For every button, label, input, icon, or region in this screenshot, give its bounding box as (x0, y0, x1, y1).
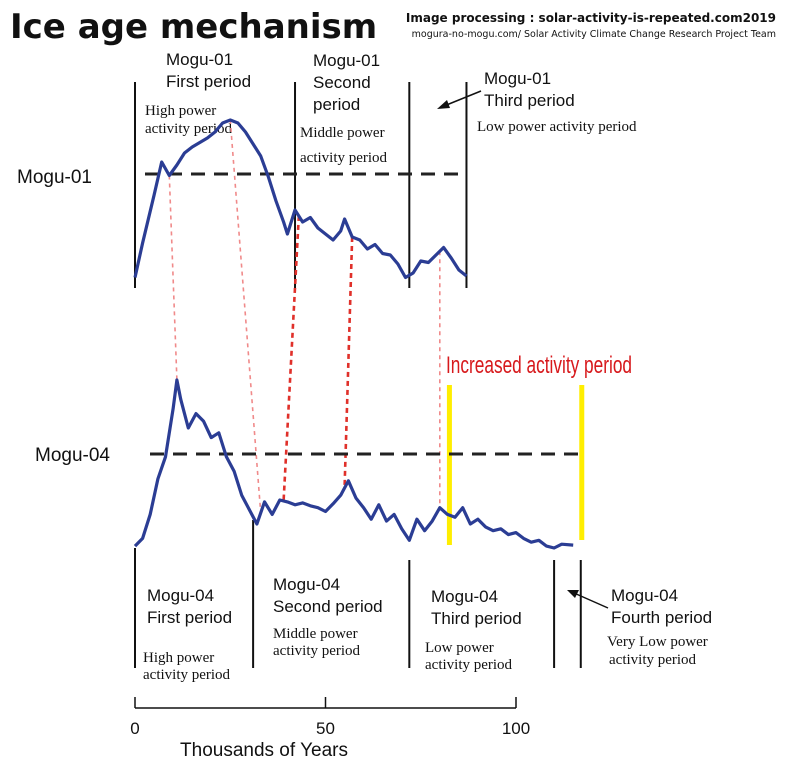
mogu-04-period-3-label: Third period (431, 609, 522, 628)
x-tick-label: 0 (130, 719, 139, 738)
mogu-01-period-2-label: Second (313, 73, 371, 92)
correlation-links (168, 119, 441, 514)
mogu-04-period-1-label: Mogu-04 (147, 586, 214, 605)
correlation-link (343, 236, 354, 489)
mogu-04-frame (134, 520, 582, 668)
x-tick-label: 50 (316, 719, 335, 738)
mogu-04-series-label: Mogu-04 (35, 445, 110, 466)
correlation-link (229, 119, 262, 514)
arrow-icon (437, 90, 482, 109)
x-axis: 0 50 100 (130, 697, 530, 738)
correlation-link (168, 175, 178, 381)
mogu-01-period-2-label: Mogu-01 (313, 51, 380, 70)
mogu-04-period-1-description: activity period (143, 667, 231, 683)
mogu-01-period-1-description: High power (145, 103, 216, 119)
mogu-01-frame (134, 82, 468, 288)
mogu-04-period-4-label: Fourth period (611, 608, 712, 627)
mogu-04-period-2-label: Mogu-04 (273, 575, 340, 594)
mogu-01-period-2-description: activity period (300, 150, 388, 166)
mogu-01-period-1-label: Mogu-01 (166, 50, 233, 69)
mogu-04-period-3-description: activity period (425, 657, 513, 673)
mogu-01-period-2-description: Middle power (300, 125, 385, 141)
mogu-01-period-1-label: First period (166, 72, 251, 91)
x-axis-label: Thousands of Years (180, 740, 348, 761)
mogu-04-period-4-description: Very Low power (607, 634, 708, 650)
mogu-04-period-2-description: activity period (273, 643, 361, 659)
series-lines (133, 118, 574, 550)
mogu-01-period-3-description: Low power activity period (477, 119, 637, 135)
mogu-04-period-1-description: High power (143, 650, 214, 666)
credit-line-1: Image processing : solar-activity-is-rep… (406, 11, 776, 25)
mogu-01-period-1-description: activity period (145, 121, 233, 137)
mogu-01-period-3-label: Third period (484, 91, 575, 110)
mogu-04-period-3-label: Mogu-04 (431, 587, 498, 606)
arrow-icon (567, 590, 609, 609)
x-tick-label: 100 (502, 719, 530, 738)
mogu-01-period-2-label: period (313, 95, 360, 114)
mogu-04-line (133, 378, 574, 550)
mogu-04-period-2-description: Middle power (273, 626, 358, 642)
increased-activity-highlight (446, 385, 585, 545)
mogu-04-period-3-description: Low power (425, 640, 494, 656)
chart-title: Ice age mechanism (10, 7, 377, 47)
mogu-04-period-4-label: Mogu-04 (611, 586, 678, 605)
credit-line-2: mogura-no-mogu.com/ Solar Activity Clima… (412, 29, 776, 40)
mogu-04-period-1-label: First period (147, 608, 232, 627)
mogu-04-period-2-label: Second period (273, 597, 383, 616)
mogu-01-series-label: Mogu-01 (17, 167, 92, 188)
correlation-link (282, 215, 301, 502)
increased-activity-label: Increased activity period (446, 352, 632, 379)
mogu-04-period-4-description: activity period (609, 652, 697, 668)
mogu-01-line (133, 118, 468, 280)
mogu-01-period-3-label: Mogu-01 (484, 69, 551, 88)
